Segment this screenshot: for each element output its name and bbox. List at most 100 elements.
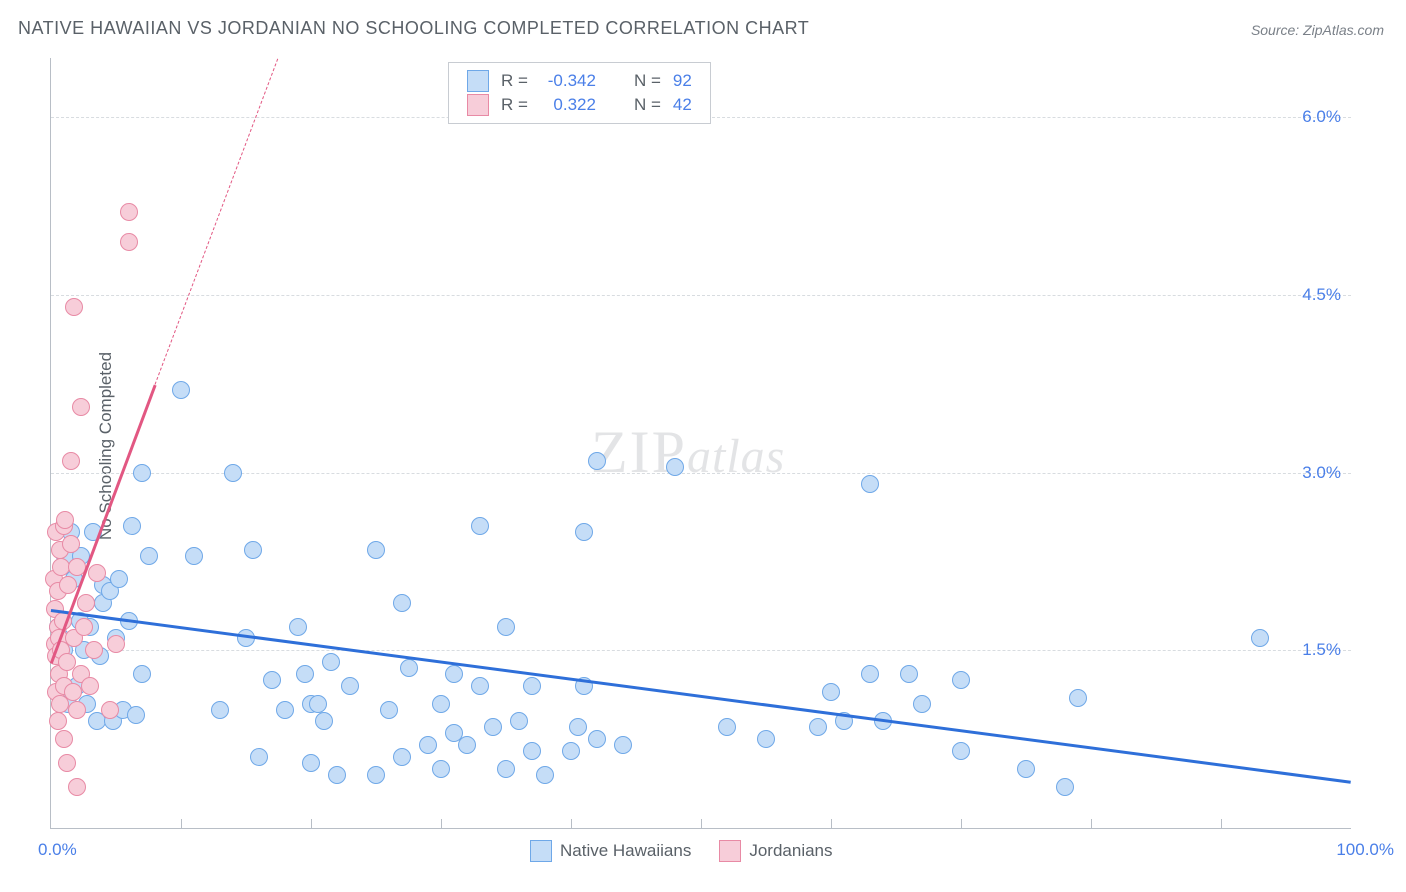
- scatter-point: [107, 635, 125, 653]
- scatter-point: [133, 464, 151, 482]
- scatter-point: [65, 298, 83, 316]
- y-tick-label: 4.5%: [1302, 285, 1341, 305]
- scatter-point: [861, 475, 879, 493]
- watermark-atlas: atlas: [687, 430, 785, 483]
- x-axis-min-label: 0.0%: [38, 840, 77, 860]
- source-label: Source:: [1251, 22, 1299, 38]
- scatter-point: [250, 748, 268, 766]
- x-tick: [831, 819, 832, 829]
- scatter-point: [380, 701, 398, 719]
- scatter-point: [68, 778, 86, 796]
- source-name: ZipAtlas.com: [1303, 22, 1384, 38]
- scatter-point: [276, 701, 294, 719]
- x-tick: [1091, 819, 1092, 829]
- gridline: [51, 295, 1351, 296]
- scatter-point: [445, 665, 463, 683]
- scatter-point: [562, 742, 580, 760]
- x-tick: [441, 819, 442, 829]
- scatter-point: [952, 742, 970, 760]
- scatter-point: [49, 712, 67, 730]
- scatter-point: [81, 677, 99, 695]
- scatter-point: [588, 452, 606, 470]
- x-axis-max-label: 100.0%: [1336, 840, 1394, 860]
- scatter-point: [484, 718, 502, 736]
- scatter-point: [59, 576, 77, 594]
- correlation-legend: R =-0.342N =92R =0.322N =42: [448, 62, 711, 124]
- scatter-point: [523, 742, 541, 760]
- legend-swatch: [467, 70, 489, 92]
- series-legend-item: Native Hawaiians: [530, 840, 691, 862]
- scatter-point: [718, 718, 736, 736]
- scatter-point: [952, 671, 970, 689]
- y-tick-label: 1.5%: [1302, 640, 1341, 660]
- scatter-point: [224, 464, 242, 482]
- scatter-point: [328, 766, 346, 784]
- scatter-point: [471, 517, 489, 535]
- legend-n-value: 92: [667, 69, 698, 93]
- scatter-point: [861, 665, 879, 683]
- trend-line-dashed: [155, 58, 279, 384]
- scatter-point: [75, 618, 93, 636]
- correlation-legend-table: R =-0.342N =92R =0.322N =42: [461, 69, 698, 117]
- scatter-point: [367, 766, 385, 784]
- scatter-point: [666, 458, 684, 476]
- scatter-point: [536, 766, 554, 784]
- scatter-point: [588, 730, 606, 748]
- scatter-point: [471, 677, 489, 695]
- scatter-point: [400, 659, 418, 677]
- scatter-point: [822, 683, 840, 701]
- scatter-point: [523, 677, 541, 695]
- legend-swatch: [719, 840, 741, 862]
- scatter-point: [263, 671, 281, 689]
- scatter-point: [64, 683, 82, 701]
- legend-r-label: R =: [495, 93, 534, 117]
- scatter-point: [575, 523, 593, 541]
- scatter-point: [900, 665, 918, 683]
- scatter-point: [393, 748, 411, 766]
- scatter-point: [120, 203, 138, 221]
- scatter-point: [120, 233, 138, 251]
- scatter-point: [1017, 760, 1035, 778]
- scatter-point: [913, 695, 931, 713]
- series-legend-label: Jordanians: [749, 841, 832, 861]
- scatter-point: [72, 398, 90, 416]
- legend-r-value: -0.342: [534, 69, 602, 93]
- scatter-point: [56, 511, 74, 529]
- scatter-point: [341, 677, 359, 695]
- x-tick: [571, 819, 572, 829]
- x-tick: [961, 819, 962, 829]
- scatter-point: [123, 517, 141, 535]
- gridline: [51, 473, 1351, 474]
- watermark: ZIPatlas: [591, 418, 785, 487]
- scatter-plot-area: ZIPatlas 1.5%3.0%4.5%6.0%: [50, 58, 1351, 829]
- scatter-point: [614, 736, 632, 754]
- legend-swatch: [530, 840, 552, 862]
- source-attribution: Source: ZipAtlas.com: [1251, 22, 1384, 38]
- scatter-point: [367, 541, 385, 559]
- x-tick: [311, 819, 312, 829]
- scatter-point: [458, 736, 476, 754]
- scatter-point: [1251, 629, 1269, 647]
- x-tick: [181, 819, 182, 829]
- trend-line: [51, 609, 1351, 783]
- scatter-point: [101, 701, 119, 719]
- scatter-point: [322, 653, 340, 671]
- scatter-point: [757, 730, 775, 748]
- scatter-point: [296, 665, 314, 683]
- scatter-point: [185, 547, 203, 565]
- scatter-point: [58, 754, 76, 772]
- scatter-point: [393, 594, 411, 612]
- series-legend: Native Hawaiians Jordanians: [530, 840, 861, 867]
- scatter-point: [110, 570, 128, 588]
- scatter-point: [88, 564, 106, 582]
- scatter-point: [510, 712, 528, 730]
- gridline: [51, 650, 1351, 651]
- scatter-point: [497, 760, 515, 778]
- scatter-point: [172, 381, 190, 399]
- scatter-point: [419, 736, 437, 754]
- scatter-point: [432, 760, 450, 778]
- scatter-point: [309, 695, 327, 713]
- series-legend-label: Native Hawaiians: [560, 841, 691, 861]
- scatter-point: [244, 541, 262, 559]
- legend-n-label: N =: [628, 93, 667, 117]
